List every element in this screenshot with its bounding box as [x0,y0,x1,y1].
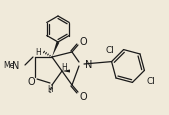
Text: Cl: Cl [147,77,155,86]
Text: H: H [35,48,41,57]
Polygon shape [52,42,59,58]
Text: H: H [47,85,53,94]
Text: N: N [85,59,92,69]
Text: O: O [79,91,87,101]
Text: O: O [27,76,35,86]
Text: N: N [12,60,20,70]
Text: Me: Me [3,61,15,70]
Text: Cl: Cl [106,46,114,55]
Text: O: O [79,37,87,47]
Text: H: H [61,63,67,72]
Polygon shape [62,70,70,73]
